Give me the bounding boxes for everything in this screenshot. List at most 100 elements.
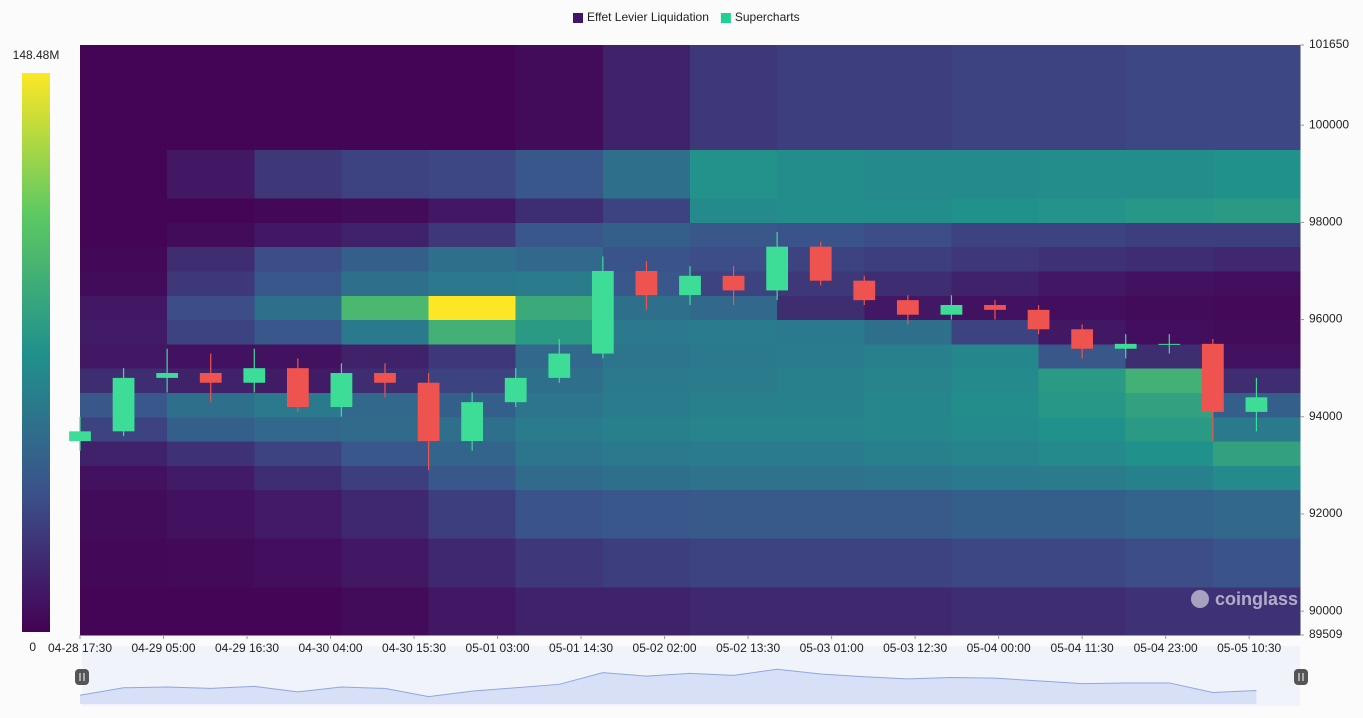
heat-cell <box>341 295 430 321</box>
heat-cell <box>1212 489 1301 539</box>
heat-cell <box>1125 270 1214 296</box>
heat-cell <box>1125 198 1214 223</box>
heat-cell <box>341 538 430 588</box>
heat-cell <box>428 246 517 272</box>
navigator-handle[interactable] <box>75 669 89 685</box>
heat-cell <box>777 441 865 466</box>
x-tick-label: 04-30 15:30 <box>382 641 446 655</box>
colorbar-label: 148.48M <box>13 48 60 62</box>
heat-cell <box>864 392 952 418</box>
navigator-handle[interactable] <box>1294 669 1308 685</box>
watermark-logo <box>1191 590 1209 608</box>
heat-cell <box>1125 489 1214 539</box>
heat-cell <box>864 149 952 199</box>
heat-cell <box>167 295 255 321</box>
heat-cell <box>254 270 342 296</box>
candle-body <box>896 300 919 315</box>
heat-cell <box>167 441 255 466</box>
heat-cell <box>1038 586 1127 636</box>
heat-cell <box>80 465 168 491</box>
heat-cell <box>1038 45 1127 150</box>
heat-cell <box>1212 246 1301 272</box>
heat-cell <box>167 416 255 442</box>
heat-cell <box>515 270 604 296</box>
colorbar-label: 0 <box>29 640 36 654</box>
heat-cell <box>167 586 255 636</box>
heat-cell <box>167 246 255 272</box>
heat-cell <box>777 319 865 345</box>
heat-cell <box>341 246 430 272</box>
x-tick-label: 04-29 05:00 <box>131 641 195 655</box>
heat-cell <box>341 45 430 150</box>
heat-cell <box>1125 149 1214 199</box>
heat-cell <box>777 489 865 539</box>
heat-cell <box>951 319 1040 345</box>
heat-cell <box>864 465 952 491</box>
heat-cell <box>864 222 952 248</box>
heat-cell <box>80 538 168 588</box>
heat-cell <box>1038 149 1127 199</box>
heat-cell <box>80 198 168 223</box>
heat-cell <box>690 222 778 248</box>
y-tick-label: 90000 <box>1309 603 1343 617</box>
heat-cell <box>167 319 255 345</box>
heat-cell <box>864 441 952 466</box>
y-tick-label: 89509 <box>1309 627 1343 641</box>
heat-cell <box>690 538 778 588</box>
x-tick-label: 04-28 17:30 <box>48 641 112 655</box>
heat-cell <box>1212 270 1301 296</box>
heat-cell <box>777 465 865 491</box>
heat-cell <box>1125 416 1214 442</box>
heat-cell <box>951 198 1040 223</box>
heat-cell <box>428 198 517 223</box>
heat-cell <box>341 586 430 636</box>
heat-cell <box>341 222 430 248</box>
candle-body <box>156 373 179 378</box>
candle-body <box>1201 343 1224 412</box>
heat-cell <box>1212 538 1301 588</box>
heat-cell <box>602 392 691 418</box>
heat-cell <box>951 465 1040 491</box>
heat-cell <box>428 45 517 150</box>
heat-cell <box>951 149 1040 199</box>
colorbar <box>22 73 50 632</box>
heat-cell <box>690 45 778 150</box>
legend-swatch <box>720 13 731 23</box>
heat-cell <box>341 319 430 345</box>
heat-cell <box>167 538 255 588</box>
heat-cell <box>254 246 342 272</box>
heat-cell <box>602 149 691 199</box>
heat-cell <box>951 416 1040 442</box>
heat-cell <box>690 441 778 466</box>
candle-body <box>330 373 353 408</box>
heat-cell <box>690 416 778 442</box>
candle-body <box>1245 397 1268 412</box>
heat-cell <box>341 270 430 296</box>
heat-cell <box>690 368 778 393</box>
heat-cell <box>1125 246 1214 272</box>
heat-cell <box>515 246 604 272</box>
navigator <box>75 646 1308 706</box>
heat-cell <box>777 343 865 369</box>
heat-cell <box>341 489 430 539</box>
heat-cell <box>515 392 604 418</box>
heat-cell <box>167 149 255 199</box>
heat-cell <box>1125 538 1214 588</box>
heat-cell <box>1038 441 1127 466</box>
heat-cell <box>428 538 517 588</box>
heat-cell <box>951 441 1040 466</box>
heat-cell <box>1212 586 1301 636</box>
heat-cell <box>428 270 517 296</box>
candle-body <box>286 368 309 408</box>
heat-cell <box>602 343 691 369</box>
heat-cell <box>80 149 168 199</box>
heat-cell <box>1212 198 1301 223</box>
heat-cell <box>1212 465 1301 491</box>
candles <box>69 232 1268 471</box>
heat-cell <box>690 319 778 345</box>
heat-cell <box>1212 45 1301 150</box>
legend-label: Supercharts <box>735 10 800 24</box>
heat-cell <box>428 295 517 321</box>
heat-cell <box>864 368 952 393</box>
x-tick-label: 04-29 16:30 <box>215 641 279 655</box>
